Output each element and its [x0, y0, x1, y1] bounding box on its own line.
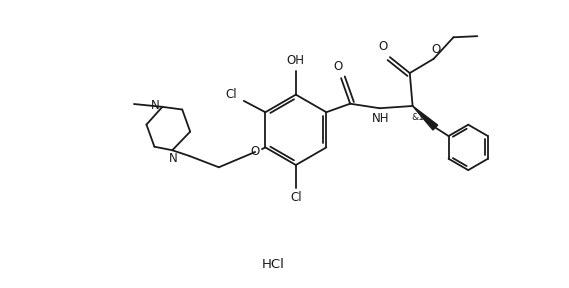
Text: Cl: Cl	[225, 88, 237, 101]
Text: OH: OH	[287, 54, 305, 67]
Text: N: N	[169, 152, 178, 165]
Polygon shape	[413, 106, 438, 130]
Text: HCl: HCl	[262, 258, 284, 271]
Text: O: O	[333, 60, 343, 73]
Text: NH: NH	[372, 112, 390, 125]
Text: N: N	[151, 99, 160, 112]
Text: O: O	[250, 145, 260, 158]
Text: O: O	[432, 43, 441, 56]
Text: Cl: Cl	[290, 192, 302, 204]
Text: &1: &1	[412, 113, 424, 122]
Text: O: O	[378, 40, 387, 54]
